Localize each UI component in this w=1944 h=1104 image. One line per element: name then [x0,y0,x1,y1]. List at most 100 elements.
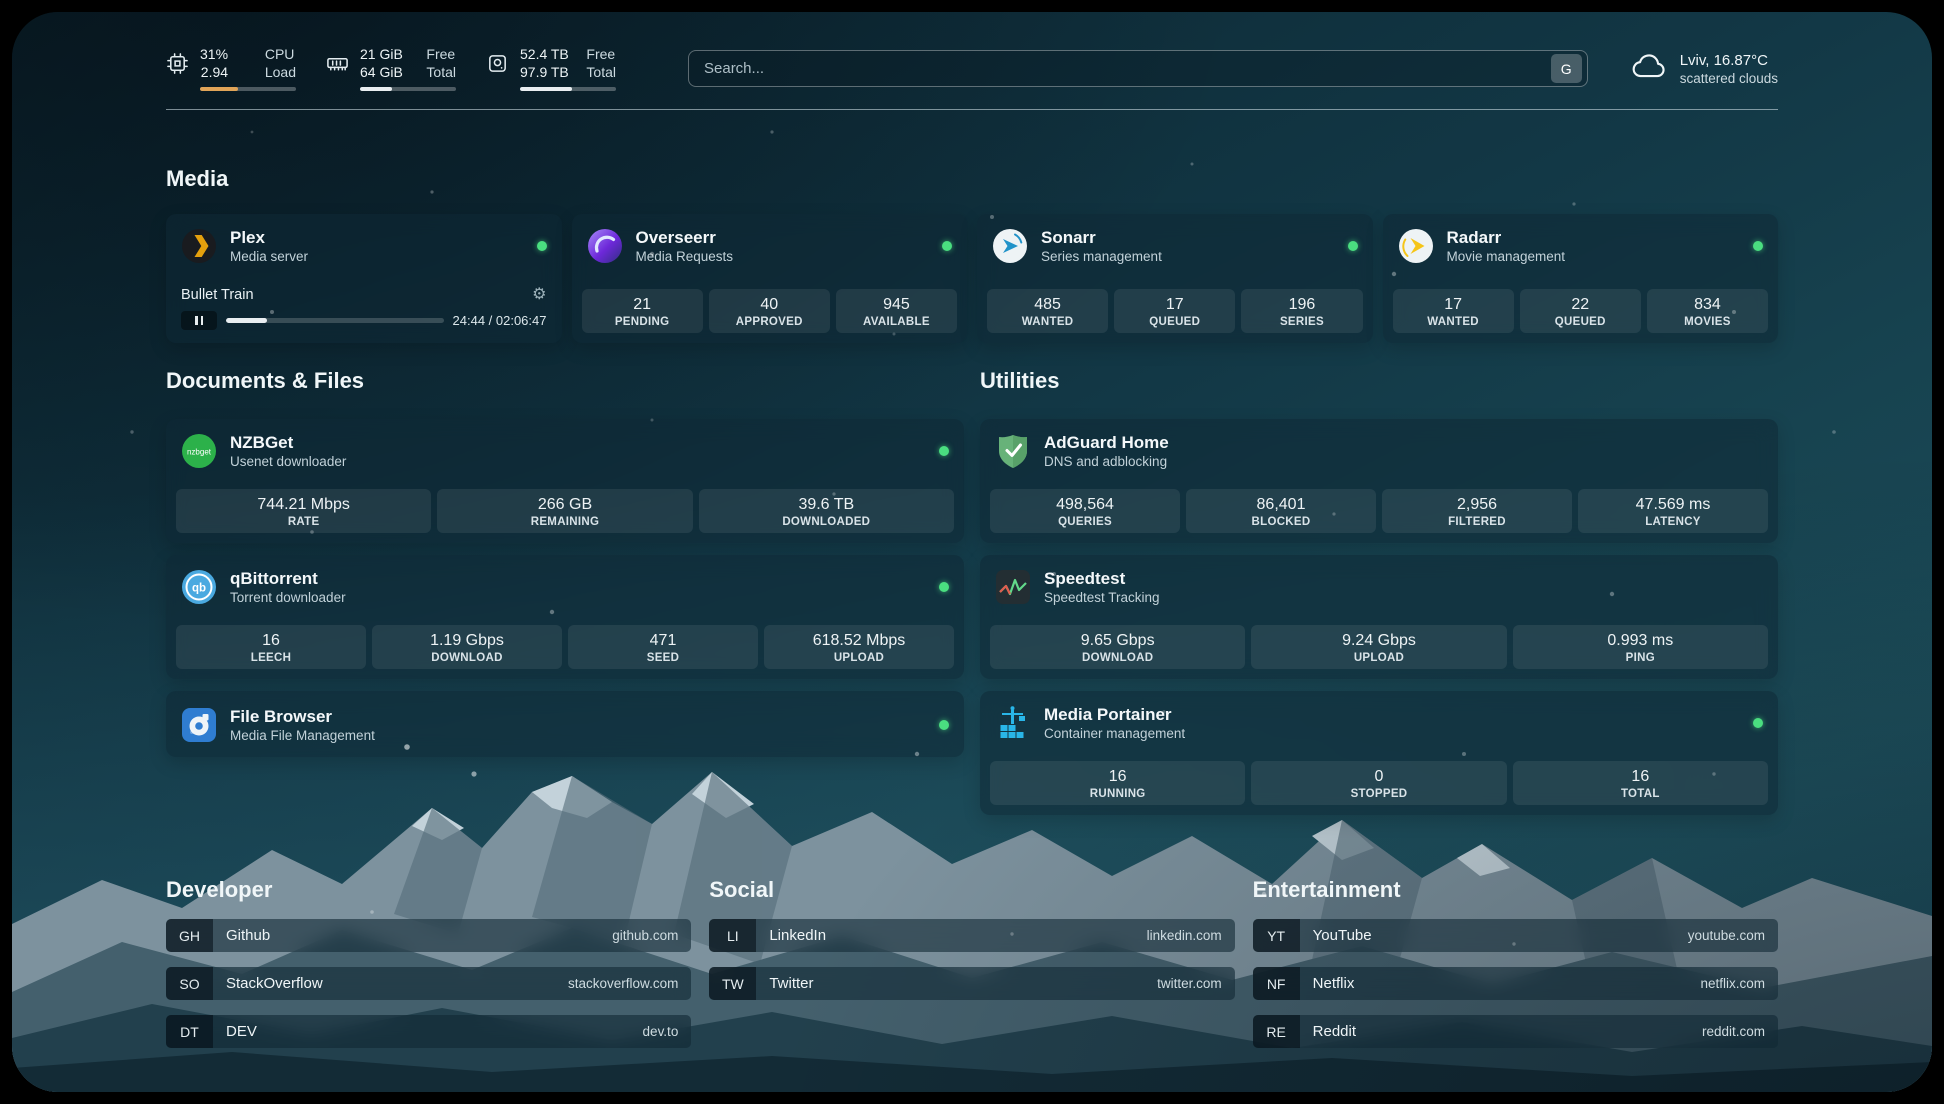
stat-label: QUEUED [1149,316,1201,328]
status-dot [1753,718,1763,728]
stat-value: 485 [1034,296,1061,313]
search-provider-button[interactable]: G [1550,54,1582,83]
status-dot [1347,241,1358,251]
card-sonarr: Sonarr Series management 485 WANTED 17 Q… [977,214,1373,343]
stat-label: SERIES [1279,316,1324,328]
bookmark-twitter[interactable]: TW Twitter twitter.com [709,967,1235,1000]
service-link-adguard[interactable]: AdGuard Home DNS and adblocking [980,419,1778,476]
service-name: Radarr [1446,228,1502,247]
cpu-icon [166,52,189,80]
disk-total: 97.9 TB [520,63,569,80]
pause-button[interactable] [181,311,217,330]
disk-free-label: Free [586,46,616,62]
stat-label: PING [1625,652,1655,664]
stat-label: SEED [646,652,680,664]
bookmark-stackoverflow[interactable]: SO StackOverflow stackoverflow.com [166,967,692,1000]
bookmark-github[interactable]: GH Github github.com [166,919,692,952]
weather-location: Lviv, 16.87°C [1679,51,1768,69]
stat-tile: 17 WANTED [1392,289,1514,333]
stat-tile: 0.993 ms PING [1512,625,1768,669]
stat-tile: 2,956 FILTERED [1382,489,1572,533]
service-subtitle: Media File Management [230,728,375,743]
stat-tile: 498,564 QUERIES [990,489,1180,533]
status-dot [939,446,949,456]
overseerr-icon [587,228,623,264]
service-link-overseerr[interactable]: Overseerr Media Requests [572,214,968,271]
stat-label: PENDING [614,316,670,328]
service-link-radarr[interactable]: Radarr Movie management [1383,214,1779,271]
bookmark-url: dev.to [642,1024,679,1039]
stat-value: 9.24 Gbps [1342,632,1416,649]
bookmark-youtube[interactable]: YT YouTube youtube.com [1252,919,1778,952]
bookmark-group-title: Entertainment [1252,877,1401,902]
service-subtitle: Movie management [1446,249,1566,264]
settings-gear-icon[interactable]: ⚙ [532,286,547,303]
service-link-qbittorrent[interactable]: qb qBittorrent Torrent downloader [166,555,964,612]
status-dot [1753,241,1763,251]
disk-bar [520,87,616,91]
service-subtitle: Media Requests [635,249,734,264]
stat-tile: 22 QUEUED [1519,289,1641,333]
service-link-speedtest[interactable]: Speedtest Speedtest Tracking [980,555,1778,612]
stat-label: WANTED [1427,316,1479,328]
memory-free: 21 GiB [360,46,403,62]
stat-value: 196 [1288,296,1316,313]
playback-time: 24:44 / 02:06:47 [452,313,547,328]
bookmark-url: twitter.com [1157,976,1222,991]
bookmark-url: github.com [612,928,679,943]
stat-tile: 1.19 Gbps DOWNLOAD [372,625,562,669]
bookmark-netflix[interactable]: NF Netflix netflix.com [1252,967,1778,1000]
bookmark-reddit[interactable]: RE Reddit reddit.com [1252,1015,1778,1048]
stat-label: UPLOAD [1353,652,1405,664]
bookmark-name: Twitter [769,975,814,992]
service-link-portainer[interactable]: Media Portainer Container management [980,691,1778,748]
memory-total: 64 GiB [360,63,403,80]
bookmark-dev[interactable]: DT DEV dev.to [166,1015,692,1048]
service-name: NZBGet [230,433,294,452]
status-dot [939,582,949,592]
service-name: Overseerr [635,228,716,247]
cpu-bar [200,87,296,91]
nzbget-icon: nzbget [181,433,217,469]
service-name: AdGuard Home [1044,433,1169,452]
plex-now-playing: Bullet Train ⚙ 24:44 / 02:06:47 [166,287,562,343]
stat-tile: 16 LEECH [176,625,366,669]
stat-tile: 16 RUNNING [990,761,1246,805]
status-dot [536,241,547,251]
bookmark-name: YouTube [1312,927,1372,944]
playback-progress-fill [226,318,268,323]
stat-tile: 0 STOPPED [1251,761,1507,805]
section-title-media: Media [166,166,229,191]
bookmark-name: LinkedIn [769,927,827,944]
stat-value: 16 [1108,768,1127,785]
service-link-filebrowser[interactable]: File Browser Media File Management [166,691,964,750]
stat-value: 945 [883,296,910,313]
svg-text:nzbget: nzbget [187,448,212,457]
bookmark-linkedin[interactable]: LI LinkedIn linkedin.com [709,919,1235,952]
memory-total-label: Total [426,63,456,80]
stat-label: DOWNLOAD [1081,652,1154,664]
stat-label: MOVIES [1684,316,1731,328]
stat-value: 86,401 [1256,496,1306,513]
top-bar: 31% 2.94 CPU Load [166,46,1778,91]
service-link-plex[interactable]: Plex Media server [166,214,562,271]
stat-value: 39.6 TB [798,496,855,513]
filebrowser-icon [181,707,217,743]
stat-label: LATENCY [1645,516,1701,528]
weather-widget: Lviv, 16.87°C scattered clouds [1630,51,1778,87]
media-card-grid: Plex Media server Bullet Train ⚙ [166,214,1778,343]
search-input[interactable] [704,60,1551,77]
card-nzbget: nzbget NZBGet Usenet downloader 744.21 M… [166,419,964,543]
bookmark-name: StackOverflow [226,975,323,992]
service-subtitle: Speedtest Tracking [1044,590,1160,605]
stat-tile: 485 WANTED [987,289,1109,333]
bookmark-abbr: LI [709,919,757,952]
service-link-sonarr[interactable]: Sonarr Series management [977,214,1373,271]
stat-label: RATE [287,516,320,528]
cpu-percent: 31% [200,46,229,62]
stat-value: 498,564 [1056,496,1114,513]
service-link-nzbget[interactable]: nzbget NZBGet Usenet downloader [166,419,964,476]
playback-progress-bar[interactable] [226,318,444,323]
disk-free: 52.4 TB [520,46,569,62]
cpu-label: CPU [264,46,295,62]
